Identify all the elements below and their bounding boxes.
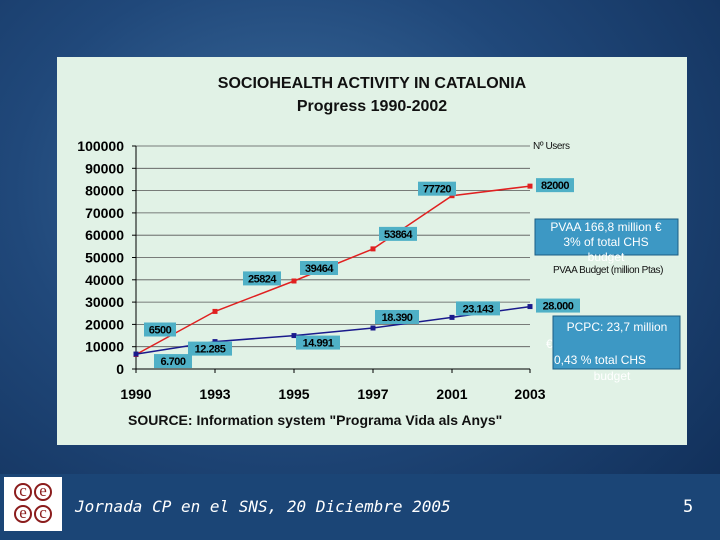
y-tick-label-100000: 100000 — [77, 138, 124, 154]
logo-letter-1: c — [14, 482, 32, 501]
data-label-0-0: 6500 — [149, 325, 172, 337]
data-label-box-1-1 — [188, 341, 232, 356]
data-label-0-3: 53864 — [384, 229, 413, 241]
y-tick-label-80000: 80000 — [85, 183, 124, 199]
series-0-point-1 — [212, 308, 218, 314]
note-pcpc-line-3: 0,43 % total CHS — [554, 353, 646, 367]
data-label-0-5: 82000 — [541, 180, 569, 192]
data-label-1-5: 28.000 — [543, 301, 574, 313]
data-label-box-0-3 — [379, 226, 417, 241]
data-label-1-0: 6.700 — [160, 356, 185, 368]
series-1-point-0 — [133, 351, 139, 357]
series-1-point-5 — [527, 304, 533, 310]
legend-budget: PVAA Budget (million Ptas) — [553, 265, 663, 276]
y-tick-label-60000: 60000 — [85, 227, 124, 243]
data-label-box-0-5 — [536, 178, 574, 193]
data-labels: 6500 25824 39464 53864 77720 82000 6.700 12.285… — [144, 178, 580, 369]
data-label-box-1-4 — [456, 301, 500, 316]
note-pvaa-line-2: 3% of total CHS — [563, 235, 648, 249]
data-label-box-0-4 — [418, 181, 456, 196]
data-label-1-4: 23.143 — [463, 303, 494, 315]
data-label-box-1-5 — [536, 298, 580, 313]
legend-users: Nº Users — [533, 141, 570, 152]
y-tick-label-90000: 90000 — [85, 160, 124, 176]
series-1-point-3 — [370, 325, 376, 331]
note-pvaa-line-3: budget — [588, 250, 625, 264]
x-tick-label-1997: 1997 — [357, 386, 388, 402]
data-label-box-0-1 — [243, 271, 281, 286]
chart-title: SOCIOHEALTH ACTIVITY IN CATALONIA — [218, 75, 527, 92]
data-label-box-1-2 — [296, 335, 340, 350]
x-tick-label-2003: 2003 — [514, 386, 545, 402]
note-pvaa-line-1: PVAA 166,8 million € — [550, 220, 662, 234]
note-pcpc-line-2: € — [546, 337, 553, 351]
data-label-1-3: 18.390 — [382, 312, 413, 324]
y-tick-label-40000: 40000 — [85, 272, 124, 288]
y-tick-label-50000: 50000 — [85, 250, 124, 266]
x-tick-label-2001: 2001 — [436, 386, 467, 402]
logo-letter-3: e — [14, 504, 32, 523]
gridlines — [136, 145, 530, 348]
series-1-point-4 — [449, 314, 455, 320]
x-tick-label-1993: 1993 — [199, 386, 230, 402]
series-1-point-2 — [291, 333, 297, 339]
logo-letter-2: e — [34, 482, 52, 501]
x-tick-label-1990: 1990 — [120, 386, 151, 402]
data-label-1-2: 14.991 — [303, 338, 334, 350]
data-label-box-1-3 — [375, 309, 419, 324]
note-pcpc-line-1: PCPC: 23,7 million — [567, 320, 668, 334]
footer-bar — [0, 474, 720, 540]
footer-title: Jornada CP en el SNS, 20 Diciembre 2005 — [75, 497, 451, 516]
y-tick-label-30000: 30000 — [85, 294, 124, 310]
axes: 0 10000 20000 30000 40000 50000 60000 70000 8000… — [77, 138, 545, 402]
chart-source: SOURCE: Information system "Programa Vid… — [128, 412, 502, 428]
x-tick-label-1995: 1995 — [278, 386, 309, 402]
data-label-0-2: 39464 — [305, 263, 334, 275]
y-tick-label-70000: 70000 — [85, 205, 124, 221]
series-0-point-3 — [370, 246, 376, 252]
page-number: 5 — [683, 497, 694, 517]
y-tick-label-10000: 10000 — [85, 339, 124, 355]
note-pcpc-line-4: budget — [594, 369, 631, 383]
data-label-box-1-0 — [154, 354, 192, 369]
note-pcpc: PCPC: 23,7 million € 0,43 % total CHS bu… — [546, 315, 681, 383]
data-label-box-0-2 — [300, 260, 338, 275]
logo-letter-4: c — [34, 504, 52, 523]
note-pvaa: PVAA 166,8 million € 3% of total CHS bud… — [534, 218, 679, 264]
data-label-1-1: 12.285 — [195, 344, 226, 356]
data-label-box-0-0 — [144, 322, 176, 337]
y-tick-label-0: 0 — [116, 361, 124, 377]
chart-subtitle: Progress 1990-2002 — [297, 98, 447, 115]
series-0-point-2 — [291, 278, 297, 284]
ceec-logo: c e e c — [4, 477, 62, 531]
data-label-0-1: 25824 — [248, 273, 277, 285]
data-label-0-4: 77720 — [423, 184, 451, 196]
y-tick-label-20000: 20000 — [85, 316, 124, 332]
series-0-point-5 — [527, 183, 533, 189]
